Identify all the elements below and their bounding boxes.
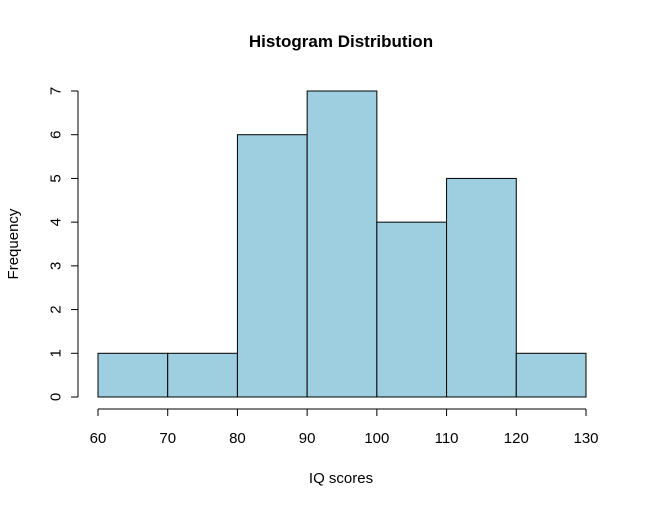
y-tick-label-4: 4	[47, 218, 64, 226]
y-tick-label-3: 3	[47, 262, 64, 270]
x-tick-label-110: 110	[435, 430, 459, 447]
histogram-bar-120-130	[515, 352, 587, 398]
x-tick-label-100: 100	[364, 430, 389, 447]
bars-group	[97, 90, 587, 398]
histogram-bar-100-110	[376, 221, 448, 398]
histogram-bar-60-70	[97, 352, 169, 398]
x-axis-label: IQ scores	[309, 470, 373, 487]
y-tick-label-2: 2	[47, 305, 64, 313]
y-tick-label-5: 5	[47, 174, 64, 182]
x-tick-label-70: 70	[159, 430, 176, 447]
x-tick-label-80: 80	[229, 430, 246, 447]
x-tick-label-60: 60	[90, 430, 107, 447]
histogram-bar-90-100	[306, 90, 378, 398]
x-tick-label-90: 90	[299, 430, 316, 447]
x-axis: 60 70 80 90 100 110 120 130	[90, 408, 599, 447]
y-tick-label-1: 1	[47, 349, 64, 357]
histogram-bar-80-90	[236, 134, 308, 398]
x-tick-label-130: 130	[573, 430, 598, 447]
histogram-bar-110-120	[446, 177, 517, 398]
y-tick-label-6: 6	[47, 131, 64, 139]
chart-title: Histogram Distribution	[249, 32, 433, 51]
y-tick-label-0: 0	[47, 393, 64, 401]
y-tick-label-7: 7	[47, 87, 64, 95]
x-tick-label-120: 120	[504, 430, 529, 447]
y-axis-label: Frequency	[5, 208, 22, 279]
y-axis: 0 1 2 3 4 5 6 7	[47, 87, 79, 401]
histogram-bar-70-80	[167, 352, 238, 398]
